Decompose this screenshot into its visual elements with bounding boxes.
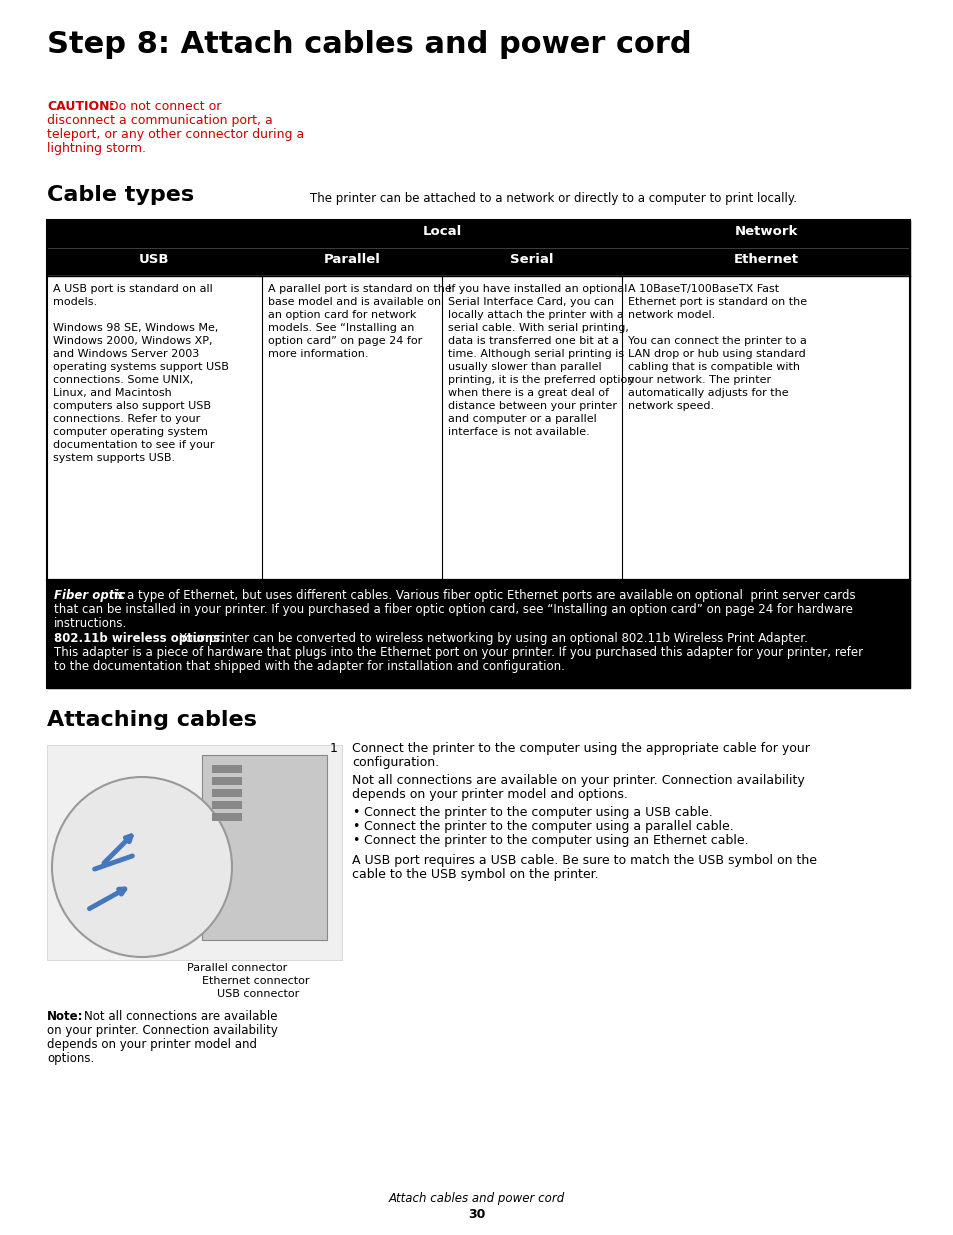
Text: A USB port requires a USB cable. Be sure to match the USB symbol on the: A USB port requires a USB cable. Be sure…	[352, 853, 816, 867]
Text: Network: Network	[734, 225, 797, 238]
Text: Fiber optic: Fiber optic	[54, 589, 125, 601]
Text: disconnect a communication port, a: disconnect a communication port, a	[47, 114, 273, 127]
Text: 30: 30	[468, 1208, 485, 1221]
Text: Connect the printer to the computer using a parallel cable.: Connect the printer to the computer usin…	[364, 820, 733, 832]
Text: Linux, and Macintosh: Linux, and Macintosh	[53, 388, 172, 398]
Text: configuration.: configuration.	[352, 756, 438, 769]
Text: usually slower than parallel: usually slower than parallel	[448, 362, 601, 372]
Text: time. Although serial printing is: time. Although serial printing is	[448, 350, 623, 359]
Text: If you have installed an optional: If you have installed an optional	[448, 284, 627, 294]
Text: instructions.: instructions.	[54, 618, 127, 630]
Text: on your printer. Connection availability: on your printer. Connection availability	[47, 1024, 277, 1037]
Text: serial cable. With serial printing,: serial cable. With serial printing,	[448, 324, 628, 333]
Text: computers also support USB: computers also support USB	[53, 401, 211, 411]
Text: Serial: Serial	[510, 253, 553, 266]
Text: an option card for network: an option card for network	[268, 310, 416, 320]
Text: You can connect the printer to a: You can connect the printer to a	[627, 336, 806, 346]
Text: cabling that is compatible with: cabling that is compatible with	[627, 362, 800, 372]
Text: •: •	[352, 806, 359, 819]
Text: documentation to see if your: documentation to see if your	[53, 440, 214, 450]
Text: teleport, or any other connector during a: teleport, or any other connector during …	[47, 128, 304, 141]
Bar	[47, 220, 909, 580]
Text: data is transferred one bit at a: data is transferred one bit at a	[448, 336, 618, 346]
Text: depends on your printer model and options.: depends on your printer model and option…	[352, 788, 627, 802]
Text: Connect the printer to the computer using the appropriate cable for your: Connect the printer to the computer usin…	[352, 742, 809, 755]
Text: Attaching cables: Attaching cables	[47, 710, 256, 730]
Bar	[212, 802, 242, 809]
Text: option card” on page 24 for: option card” on page 24 for	[268, 336, 422, 346]
Text: LAN drop or hub using standard: LAN drop or hub using standard	[627, 350, 805, 359]
Text: Do not connect or: Do not connect or	[109, 100, 221, 112]
Text: depends on your printer model and: depends on your printer model and	[47, 1037, 256, 1051]
Text: Ethernet connector: Ethernet connector	[202, 976, 309, 986]
Text: operating systems support USB: operating systems support USB	[53, 362, 229, 372]
Bar	[47, 745, 341, 960]
Text: is a type of Ethernet, but uses different cables. Various fiber optic Ethernet p: is a type of Ethernet, but uses differen…	[110, 589, 855, 601]
Text: A USB port is standard on all: A USB port is standard on all	[53, 284, 213, 294]
Text: •: •	[352, 820, 359, 832]
Text: Serial Interface Card, you can: Serial Interface Card, you can	[448, 296, 614, 308]
Text: Your printer can be converted to wireless networking by using an optional 802.11: Your printer can be converted to wireles…	[175, 632, 807, 645]
Bar	[47, 580, 909, 688]
Text: locally attach the printer with a: locally attach the printer with a	[448, 310, 623, 320]
Text: 802.11b wireless options:: 802.11b wireless options:	[54, 632, 225, 645]
Text: connections. Refer to your: connections. Refer to your	[53, 414, 200, 424]
Text: Not all connections are available on your printer. Connection availability: Not all connections are available on you…	[352, 774, 804, 787]
Text: that can be installed in your printer. If you purchased a fiber optic option car: that can be installed in your printer. I…	[54, 603, 852, 616]
Text: distance between your printer: distance between your printer	[448, 401, 617, 411]
Bar	[202, 755, 327, 940]
Circle shape	[52, 777, 232, 957]
Text: printing, it is the preferred option: printing, it is the preferred option	[448, 375, 634, 385]
Text: Step 8: Attach cables and power cord: Step 8: Attach cables and power cord	[47, 30, 691, 59]
Bar	[212, 764, 242, 773]
Text: options.: options.	[47, 1052, 94, 1065]
Bar	[47, 275, 909, 580]
Bar	[47, 580, 909, 688]
Text: Cable types: Cable types	[47, 185, 193, 205]
Bar	[212, 813, 242, 821]
Text: your network. The printer: your network. The printer	[627, 375, 770, 385]
Text: Connect the printer to the computer using a USB cable.: Connect the printer to the computer usin…	[364, 806, 712, 819]
Text: more information.: more information.	[268, 350, 368, 359]
Text: Not all connections are available: Not all connections are available	[84, 1010, 277, 1023]
Text: Parallel: Parallel	[323, 253, 380, 266]
Bar	[47, 220, 909, 580]
Text: USB: USB	[139, 253, 170, 266]
Text: Windows 98 SE, Windows Me,: Windows 98 SE, Windows Me,	[53, 324, 218, 333]
Bar	[212, 777, 242, 785]
Text: interface is not available.: interface is not available.	[448, 427, 589, 437]
Text: and Windows Server 2003: and Windows Server 2003	[53, 350, 199, 359]
Text: Windows 2000, Windows XP,: Windows 2000, Windows XP,	[53, 336, 213, 346]
Text: system supports USB.: system supports USB.	[53, 453, 175, 463]
Text: 1: 1	[330, 742, 337, 755]
Text: Parallel connector: Parallel connector	[187, 963, 287, 973]
Bar	[212, 789, 242, 797]
Text: models. See “Installing an: models. See “Installing an	[268, 324, 414, 333]
Text: computer operating system: computer operating system	[53, 427, 208, 437]
Text: Connect the printer to the computer using an Ethernet cable.: Connect the printer to the computer usin…	[364, 834, 748, 847]
Text: This adapter is a piece of hardware that plugs into the Ethernet port on your pr: This adapter is a piece of hardware that…	[54, 646, 862, 659]
Text: cable to the USB symbol on the printer.: cable to the USB symbol on the printer.	[352, 868, 598, 881]
Text: models.: models.	[53, 296, 97, 308]
Text: when there is a great deal of: when there is a great deal of	[448, 388, 608, 398]
Text: lightning storm.: lightning storm.	[47, 142, 146, 156]
Text: connections. Some UNIX,: connections. Some UNIX,	[53, 375, 193, 385]
Text: and computer or a parallel: and computer or a parallel	[448, 414, 597, 424]
Text: network model.: network model.	[627, 310, 715, 320]
Text: The printer can be attached to a network or directly to a computer to print loca: The printer can be attached to a network…	[310, 191, 796, 205]
Text: automatically adjusts for the: automatically adjusts for the	[627, 388, 788, 398]
Text: Local: Local	[422, 225, 461, 238]
Text: base model and is available on: base model and is available on	[268, 296, 440, 308]
Text: Ethernet port is standard on the: Ethernet port is standard on the	[627, 296, 806, 308]
Text: A 10BaseT/100BaseTX Fast: A 10BaseT/100BaseTX Fast	[627, 284, 779, 294]
Text: to the documentation that shipped with the adapter for installation and configur: to the documentation that shipped with t…	[54, 659, 564, 673]
Text: Note:: Note:	[47, 1010, 84, 1023]
Text: USB connector: USB connector	[216, 989, 299, 999]
Text: network speed.: network speed.	[627, 401, 714, 411]
Text: Attach cables and power cord: Attach cables and power cord	[389, 1192, 564, 1205]
Text: •: •	[352, 834, 359, 847]
Text: CAUTION:: CAUTION:	[47, 100, 114, 112]
Text: A parallel port is standard on the: A parallel port is standard on the	[268, 284, 452, 294]
Text: Ethernet: Ethernet	[733, 253, 798, 266]
